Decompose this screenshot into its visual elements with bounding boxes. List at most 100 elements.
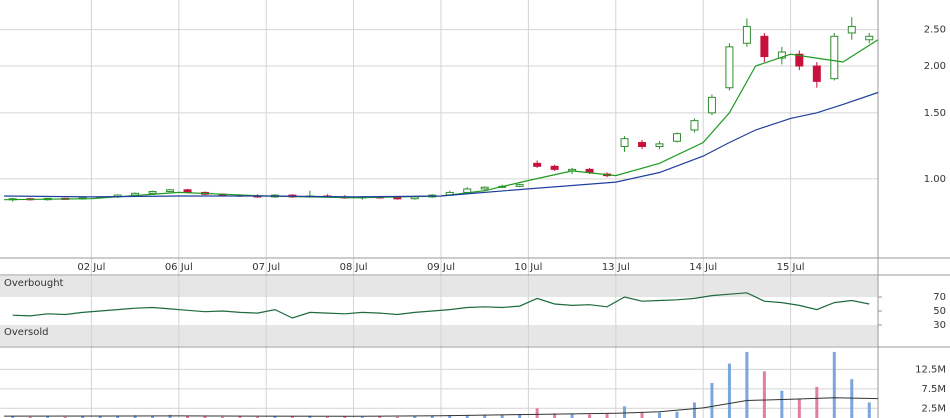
- candle-body: [812, 65, 821, 82]
- volume-bar: [46, 416, 50, 418]
- y-tick-label: 12.5M: [915, 364, 946, 375]
- x-tick-label: 02 Jul: [77, 262, 105, 273]
- volume-bar: [483, 414, 487, 418]
- candle-body: [777, 51, 786, 59]
- volume-bar: [500, 414, 504, 418]
- volume-bar: [518, 414, 522, 418]
- y-tick-label: 50: [933, 306, 946, 317]
- volume-bar: [605, 413, 609, 418]
- volume-bar: [133, 415, 137, 418]
- volume-bar: [658, 412, 661, 418]
- volume-bar: [413, 416, 417, 418]
- y-tick-label: 2.50: [924, 25, 946, 36]
- volume-bar: [255, 416, 259, 418]
- volume-bar: [675, 411, 679, 418]
- volume-bar: [570, 414, 574, 418]
- volume-bar: [273, 416, 277, 418]
- candle-body: [550, 165, 559, 170]
- candle-body: [166, 189, 175, 193]
- candle-body: [760, 35, 769, 58]
- volume-bar: [553, 413, 557, 418]
- candle-body: [672, 133, 681, 142]
- candle-body: [410, 196, 419, 200]
- volume-bar: [290, 416, 294, 418]
- volume-bar: [762, 371, 766, 418]
- volume-bar: [815, 386, 819, 418]
- volume-bar: [692, 402, 696, 418]
- y-tick-label: 70: [933, 292, 946, 303]
- volume-bar: [745, 351, 749, 418]
- volume-bar: [640, 412, 644, 418]
- band: [0, 325, 878, 346]
- y-tick-label: 7.5M: [921, 384, 946, 395]
- volume-bar: [168, 414, 172, 418]
- volume-bar: [360, 416, 364, 418]
- candle-body: [742, 25, 751, 44]
- volume-bar: [378, 416, 382, 418]
- candle-body: [847, 25, 856, 34]
- volume-bar: [308, 415, 312, 418]
- y-tick-label: 1.00: [924, 174, 946, 185]
- volume-bar: [867, 402, 871, 418]
- line: [12, 292, 870, 319]
- candle-body: [183, 189, 192, 193]
- volume-bar: [221, 416, 224, 418]
- candle-body: [480, 186, 489, 190]
- y-tick-label: 1.50: [924, 108, 946, 119]
- volume-bar: [325, 416, 329, 418]
- volume-bar: [81, 416, 85, 418]
- x-tick-label: 09 Jul: [427, 262, 455, 273]
- volume-bar: [588, 414, 592, 418]
- volume-bar: [151, 415, 155, 418]
- volume-bar: [395, 416, 399, 418]
- x-tick-label: 08 Jul: [340, 262, 368, 273]
- volume-bar: [28, 416, 32, 418]
- volume-bar: [465, 415, 469, 418]
- x-tick-label: 13 Jul: [602, 262, 630, 273]
- candle-body: [865, 35, 874, 41]
- y-tick-label: 2.00: [924, 61, 946, 72]
- volume-bar: [186, 416, 190, 418]
- line: [3, 91, 879, 198]
- candle-body: [533, 162, 542, 167]
- candle-body: [725, 46, 734, 89]
- candle-body: [515, 184, 524, 187]
- y-tick-label: 2.5M: [921, 403, 946, 414]
- volume-bar: [780, 390, 784, 418]
- candle-body: [830, 35, 839, 80]
- volume-bar: [797, 398, 801, 418]
- x-tick-label: 10 Jul: [514, 262, 542, 273]
- line: [3, 39, 879, 201]
- band: [0, 276, 878, 297]
- y-tick-label: 30: [933, 320, 946, 331]
- volume-bar: [727, 363, 731, 418]
- line: [3, 397, 879, 417]
- volume-bar: [343, 416, 347, 418]
- x-tick-label: 14 Jul: [689, 262, 717, 273]
- candle-body: [690, 120, 699, 131]
- x-tick-label: 15 Jul: [777, 262, 805, 273]
- volume-bar: [11, 416, 15, 418]
- candle-body: [655, 143, 664, 147]
- candle-body: [148, 191, 157, 194]
- band-label: Oversold: [4, 327, 49, 338]
- volume-bar: [98, 415, 102, 418]
- volume-bar: [116, 416, 120, 418]
- candle-body: [638, 142, 647, 147]
- volume-bar: [448, 414, 452, 418]
- volume-bar: [832, 351, 836, 418]
- x-tick-label: 06 Jul: [165, 262, 193, 273]
- volume-bar: [238, 416, 242, 418]
- volume-bar: [623, 406, 627, 418]
- band-label: Overbought: [4, 278, 64, 289]
- volume-bar: [535, 408, 539, 418]
- candle-body: [463, 188, 472, 193]
- volume-bar: [710, 383, 714, 418]
- volume-bar: [430, 415, 434, 418]
- candle-body: [795, 53, 804, 67]
- volume-bar: [63, 416, 67, 418]
- candle-body: [620, 138, 629, 147]
- candle-body: [393, 197, 402, 200]
